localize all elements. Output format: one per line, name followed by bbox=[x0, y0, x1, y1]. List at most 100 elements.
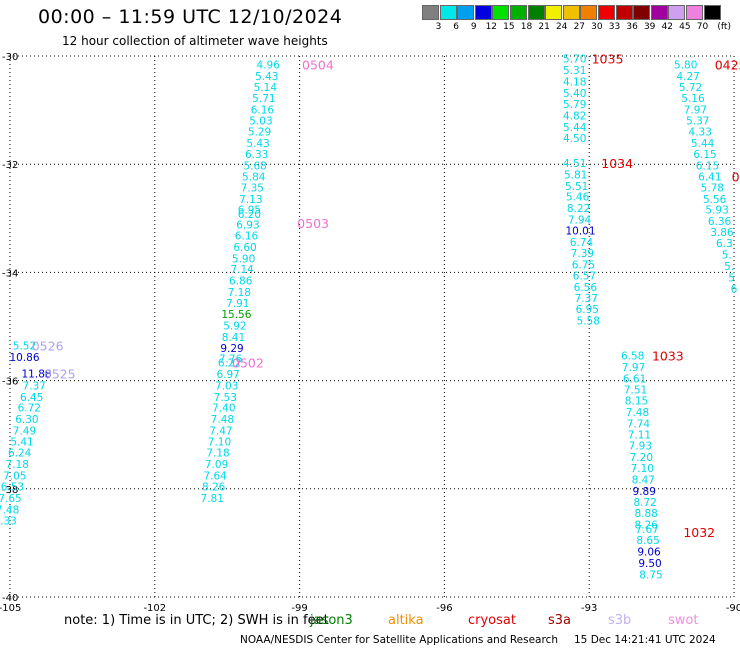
wave-height-value: 8.26 bbox=[202, 482, 226, 494]
pass-time-label: 0502 bbox=[232, 356, 264, 371]
wave-height-value: 5.43 bbox=[246, 138, 269, 150]
satellite-name: jason3 bbox=[310, 613, 353, 628]
wave-height-value: 5.03 bbox=[249, 115, 272, 127]
wave-height-value: 4.96 bbox=[257, 60, 281, 72]
wave-height-value: 6.86 bbox=[229, 276, 253, 288]
wave-height-value: 5.51 bbox=[565, 181, 588, 193]
wave-height-value: 7.11 bbox=[628, 430, 651, 442]
wave-height-value: 15.56 bbox=[221, 309, 251, 321]
wave-height-value: 7.47 bbox=[209, 425, 232, 437]
note-text: note: 1) Time is in UTC; 2) SWH is in fe… bbox=[64, 613, 329, 628]
wave-height-value: 5.70 bbox=[563, 54, 586, 66]
lat-tick-label: -34 bbox=[2, 268, 18, 279]
wave-height-value: 6.16 bbox=[251, 105, 275, 117]
wave-height-value: 7.49 bbox=[13, 425, 36, 437]
lat-tick-label: -40 bbox=[2, 593, 18, 604]
wave-height-value: 6.36 bbox=[708, 216, 732, 228]
wave-height-value: 7.10 bbox=[208, 437, 231, 449]
wave-height-value: 8.15 bbox=[625, 396, 648, 408]
wave-height-value: 7.18 bbox=[228, 287, 251, 299]
wave-height-value: 6.24 bbox=[8, 448, 32, 460]
wave-height-value: 5.37 bbox=[686, 115, 709, 127]
credit-text: NOAA/NESDIS Center for Satellite Applica… bbox=[240, 634, 558, 646]
wave-height-value: 8.65 bbox=[636, 535, 659, 547]
wave-height-value: 8.75 bbox=[639, 569, 662, 581]
legend-swatch bbox=[650, 5, 668, 20]
wave-height-value: 7.81 bbox=[201, 493, 224, 505]
legend-label: 9 bbox=[470, 22, 477, 32]
wave-height-value: 6.95 bbox=[238, 205, 261, 217]
wave-height-value: 4.51 bbox=[563, 158, 586, 170]
wave-height-value: 7.39 bbox=[571, 248, 594, 260]
legend-label: 24 bbox=[555, 22, 568, 32]
wave-height-value: 7.40 bbox=[212, 403, 235, 415]
pass-time-label: 0504 bbox=[302, 58, 334, 73]
legend-label: 15 bbox=[503, 22, 515, 32]
legend-swatch bbox=[492, 5, 510, 20]
wave-height-value: 5.84 bbox=[242, 172, 266, 184]
wave-height-value: 7.64 bbox=[203, 470, 227, 482]
wave-height-value: 6.41 bbox=[698, 172, 721, 184]
wave-height-value: 5.90 bbox=[232, 253, 255, 265]
wave-height-value: 5. bbox=[724, 261, 734, 273]
wave-height-value: 6.56 bbox=[574, 282, 598, 294]
wave-height-value: 8.26 bbox=[634, 520, 658, 532]
wave-height-value: 6.74 bbox=[570, 237, 594, 249]
wave-height-value: 6.53 bbox=[1, 482, 24, 494]
satellite-name: s3a bbox=[548, 613, 572, 628]
pass-time-label: 0525 bbox=[44, 367, 76, 382]
pass-time-label: 1032 bbox=[683, 525, 715, 540]
wave-height-value: 4.27 bbox=[676, 71, 699, 83]
lon-tick-label: -99 bbox=[291, 603, 307, 614]
lat-tick-label: -36 bbox=[2, 377, 18, 388]
wave-height-value: 8.22 bbox=[567, 203, 590, 215]
wave-height-value: 5.43 bbox=[255, 71, 278, 83]
wave-height-value: 7.65 bbox=[0, 493, 22, 505]
wave-height-value: 7.05 bbox=[3, 470, 26, 482]
legend-unit: (ft) bbox=[717, 22, 731, 32]
page-subtitle: 12 hour collection of altimeter wave hei… bbox=[62, 34, 328, 48]
wave-height-value: 11.88 bbox=[22, 369, 52, 381]
wave-height-value: 7.37 bbox=[22, 380, 45, 392]
legend-swatch bbox=[668, 5, 686, 20]
wave-height-value: 7.67 bbox=[635, 524, 658, 536]
wave-height-value: 7.48 bbox=[211, 414, 234, 426]
legend-swatch bbox=[510, 5, 527, 20]
pass-time-label: 0 bbox=[732, 170, 740, 185]
wave-height-value: 10.86 bbox=[9, 352, 39, 364]
lat-tick-label: -30 bbox=[2, 52, 18, 63]
pass-time-label: 0425 bbox=[715, 58, 740, 73]
legend-label: 42 bbox=[661, 22, 674, 32]
legend-swatch bbox=[422, 5, 439, 20]
legend-label: 21 bbox=[538, 22, 550, 32]
wave-height-value: 6.16 bbox=[235, 231, 259, 243]
legend-swatch bbox=[633, 5, 651, 20]
wave-height-value: 7.10 bbox=[631, 463, 654, 475]
wave-height-value: 5.71 bbox=[252, 93, 275, 105]
pass-time-label: 1034 bbox=[601, 156, 633, 171]
wave-height-value: 7.20 bbox=[630, 452, 653, 464]
wave-height-value: 6.57 bbox=[573, 271, 596, 283]
legend-swatch bbox=[615, 5, 633, 20]
legend-label: 3 bbox=[435, 22, 442, 32]
wave-height-value: 5. bbox=[722, 250, 732, 262]
wave-height-value: 5.56 bbox=[703, 194, 727, 206]
wave-height-value: 6.15 bbox=[693, 149, 716, 161]
legend-swatch bbox=[703, 5, 721, 20]
wave-height-value: 7.74 bbox=[627, 418, 651, 430]
legend-swatch bbox=[457, 5, 475, 20]
wave-height-value: 9.89 bbox=[633, 486, 656, 498]
legend-label: 36 bbox=[626, 22, 638, 32]
wave-height-value: 6.95 bbox=[576, 304, 599, 316]
wave-height-value: 6.20 bbox=[238, 209, 261, 221]
wave-height-value: 5.31 bbox=[563, 65, 586, 77]
wave-height-value: 5.81 bbox=[564, 169, 587, 181]
lon-tick-label: -96 bbox=[436, 603, 452, 614]
wave-height-value: 7.14 bbox=[230, 264, 254, 276]
wave-height-value: 6.72 bbox=[18, 403, 41, 415]
wave-height-value: 7.48 bbox=[626, 407, 649, 419]
wave-height-value: 7.97 bbox=[622, 362, 645, 374]
pass-time-label: 1033 bbox=[652, 349, 684, 364]
wave-height-value: 8.72 bbox=[633, 497, 656, 509]
wave-height-value: 5.14 bbox=[254, 82, 278, 94]
